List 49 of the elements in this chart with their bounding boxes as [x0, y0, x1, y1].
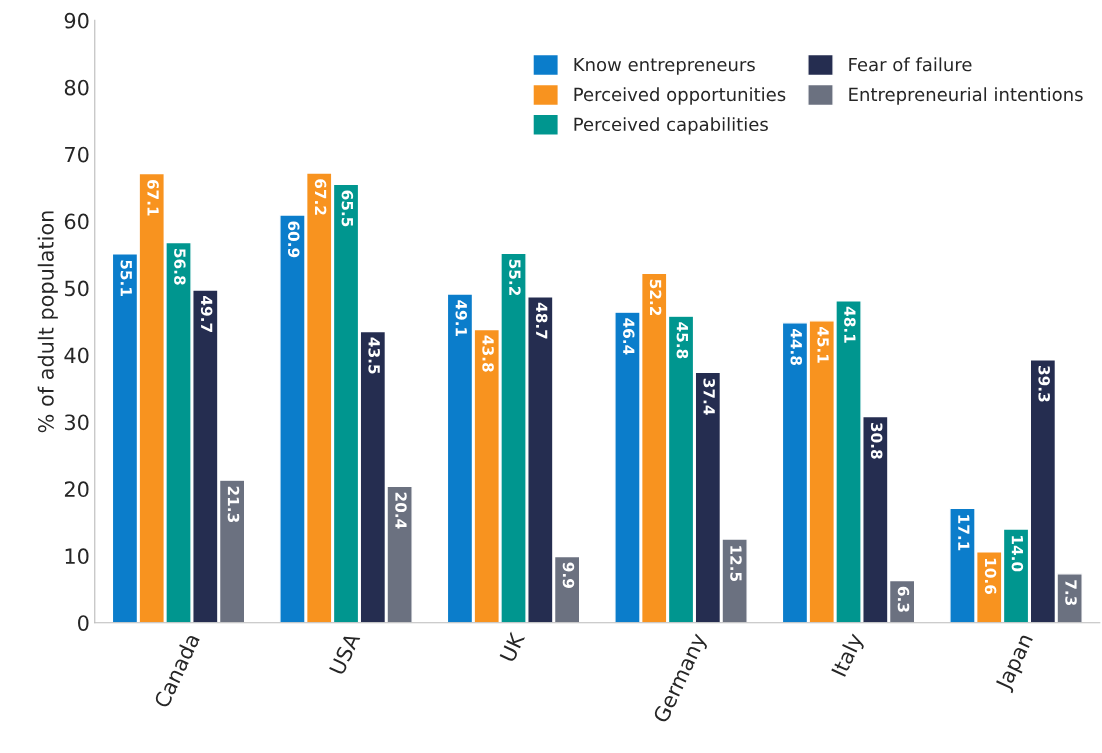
text: 7.3: [1065, 580, 1077, 606]
legend-label: Entrepreneurial intentions: [849, 87, 1083, 105]
legend-label: Perceived opportunities: [574, 87, 786, 105]
text: 21.3: [227, 486, 240, 522]
text: 14.0: [1011, 536, 1024, 572]
legend-label: Perceived capabilities: [574, 117, 768, 135]
text: 60.9: [287, 221, 300, 258]
text: 20.4: [395, 492, 407, 529]
y-tick-label: 70: [65, 146, 89, 163]
y-tick-label: 90: [64, 12, 89, 29]
y-tick-label: 50: [65, 280, 89, 297]
text: 17.1: [958, 515, 970, 551]
legend-label: Fear of failure: [849, 57, 972, 72]
text: 10.6: [984, 558, 997, 595]
y-tick-label: 60: [64, 213, 89, 230]
x-tick-label: UK: [499, 630, 526, 663]
y-tick-label: 20: [64, 481, 89, 498]
text: 65.5: [341, 190, 354, 227]
text: 9.9: [562, 562, 575, 588]
text: 6.3: [897, 586, 910, 612]
text: 46.4: [623, 318, 635, 355]
text: 49.7: [200, 296, 213, 332]
y-tick-label: 40: [64, 347, 89, 364]
text: 67.2: [314, 179, 327, 215]
text: 48.7: [535, 302, 548, 339]
text: 44.8: [790, 328, 803, 365]
text: 39.3: [1038, 366, 1050, 402]
y-tick-label: 80: [64, 79, 89, 96]
text: 52.2: [649, 279, 662, 316]
text: 67.1: [147, 179, 159, 216]
text: 56.8: [174, 249, 186, 285]
text: 45.1: [817, 326, 829, 363]
y-tick-label: 10: [65, 548, 89, 565]
text: 12.5: [730, 546, 742, 582]
text: 43.8: [482, 335, 494, 372]
y-tick-label: 0: [78, 615, 89, 631]
x-tick-label: USA: [328, 631, 361, 676]
legend-label: Know entrepreneurs: [574, 57, 755, 75]
y-tick-label: 30: [64, 414, 89, 431]
text: 55.2: [509, 259, 521, 295]
text: 49.1: [455, 300, 468, 337]
text: 43.5: [368, 337, 380, 374]
y-axis-title: % of adult population: [37, 211, 58, 433]
text: 48.1: [844, 306, 856, 343]
x-tick-label: Italy: [830, 631, 867, 679]
text: 37.4: [703, 378, 715, 415]
text: 45.8: [676, 322, 689, 359]
text: 30.8: [870, 422, 883, 459]
text: 55.1: [120, 260, 132, 296]
